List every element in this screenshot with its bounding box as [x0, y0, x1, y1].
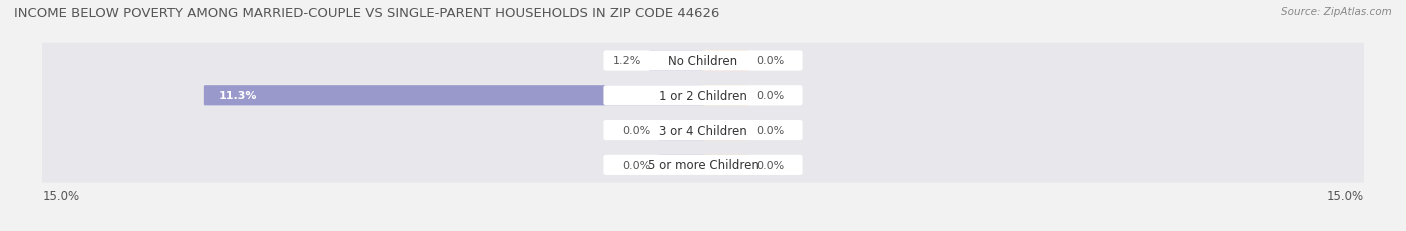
FancyBboxPatch shape: [658, 120, 704, 140]
FancyBboxPatch shape: [658, 155, 704, 175]
FancyBboxPatch shape: [702, 51, 748, 71]
FancyBboxPatch shape: [204, 86, 704, 106]
Text: 15.0%: 15.0%: [42, 189, 79, 202]
FancyBboxPatch shape: [603, 86, 803, 106]
Text: 0.0%: 0.0%: [756, 91, 785, 101]
FancyBboxPatch shape: [39, 147, 1367, 183]
FancyBboxPatch shape: [603, 51, 803, 71]
Text: 0.0%: 0.0%: [621, 125, 650, 136]
FancyBboxPatch shape: [39, 78, 1367, 113]
Text: 0.0%: 0.0%: [756, 125, 785, 136]
FancyBboxPatch shape: [39, 113, 1367, 148]
FancyBboxPatch shape: [702, 120, 748, 140]
Text: 15.0%: 15.0%: [1327, 189, 1364, 202]
Text: 3 or 4 Children: 3 or 4 Children: [659, 124, 747, 137]
Text: 11.3%: 11.3%: [218, 91, 257, 101]
Text: 0.0%: 0.0%: [756, 56, 785, 66]
Text: INCOME BELOW POVERTY AMONG MARRIED-COUPLE VS SINGLE-PARENT HOUSEHOLDS IN ZIP COD: INCOME BELOW POVERTY AMONG MARRIED-COUPL…: [14, 7, 720, 20]
Text: 5 or more Children: 5 or more Children: [648, 159, 758, 172]
FancyBboxPatch shape: [702, 155, 748, 175]
Text: Source: ZipAtlas.com: Source: ZipAtlas.com: [1281, 7, 1392, 17]
FancyBboxPatch shape: [603, 120, 803, 140]
Text: 0.0%: 0.0%: [621, 160, 650, 170]
Text: 0.0%: 0.0%: [756, 160, 785, 170]
FancyBboxPatch shape: [648, 51, 704, 71]
Text: No Children: No Children: [668, 55, 738, 68]
FancyBboxPatch shape: [603, 155, 803, 175]
Text: 1 or 2 Children: 1 or 2 Children: [659, 89, 747, 102]
FancyBboxPatch shape: [39, 43, 1367, 79]
FancyBboxPatch shape: [702, 86, 748, 106]
Text: 1.2%: 1.2%: [613, 56, 641, 66]
